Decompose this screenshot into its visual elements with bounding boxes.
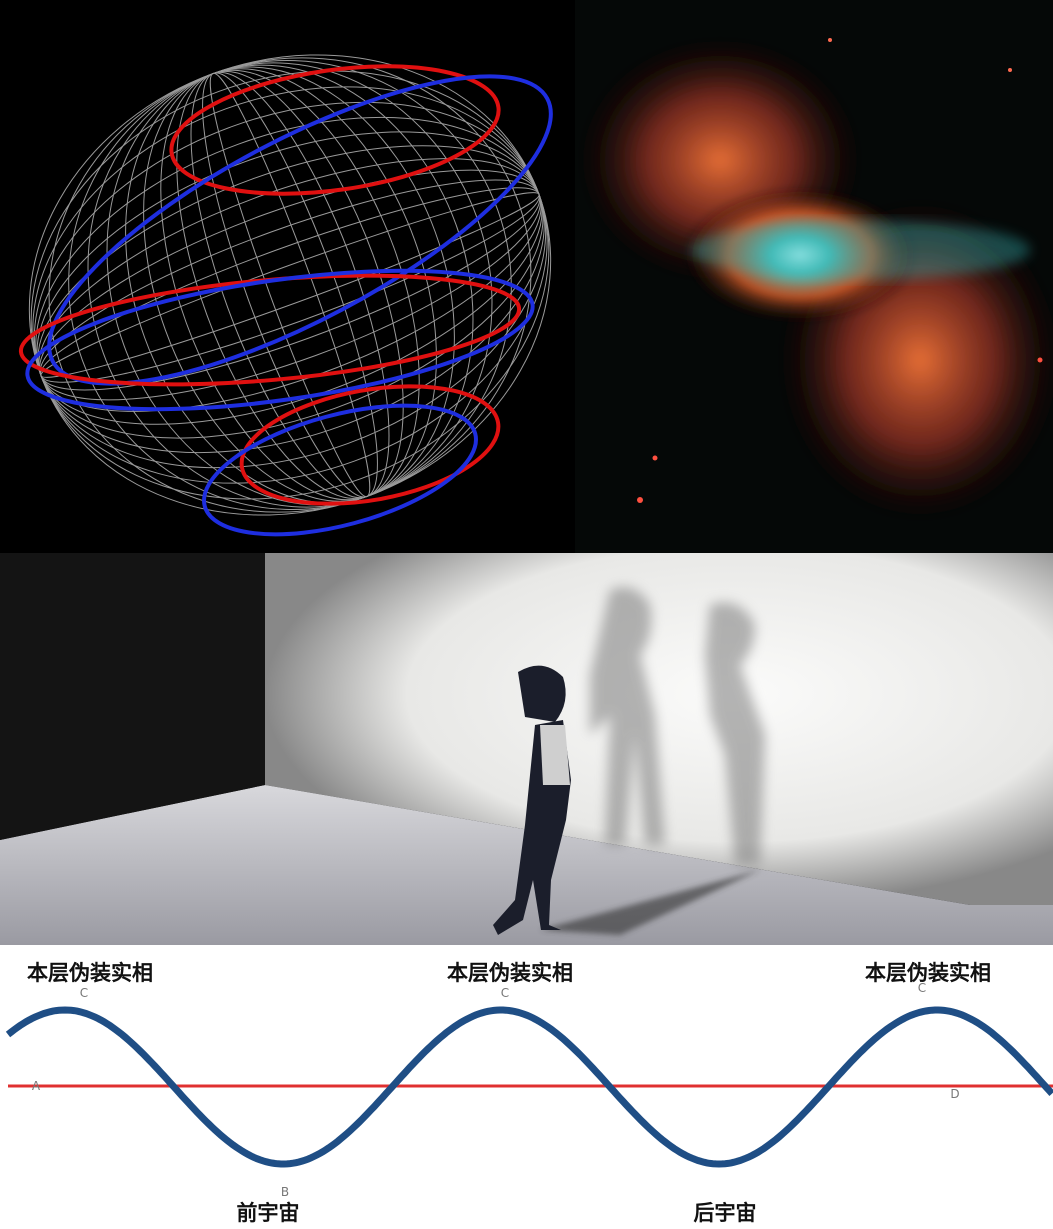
point-letter: A: [32, 1079, 41, 1093]
wire-line: [30, 70, 550, 500]
point-letter: D: [950, 1087, 959, 1101]
point-letter: C: [918, 981, 926, 995]
wire-line: [48, 57, 532, 513]
point-letter: C: [501, 986, 509, 1000]
trough-label: 前宇宙: [237, 1201, 300, 1225]
point-letter: B: [281, 1185, 289, 1199]
point-letter: C: [80, 986, 88, 1000]
wave-diagram: 本层伪装实相 本层伪装实相 本层伪装实相 前宇宙 后宇宙 C C C A B D: [0, 945, 1053, 1229]
sine-wave: [5, 1006, 1053, 1168]
torus-panel: [0, 0, 575, 553]
peak-label: 本层伪装实相: [447, 961, 573, 985]
trough-label: 后宇宙: [694, 1201, 757, 1225]
nebula-panel: [570, 0, 1053, 553]
shadow-photo: [0, 553, 1053, 945]
peak-label: 本层伪装实相: [865, 961, 991, 985]
peak-label: 本层伪装实相: [27, 961, 153, 985]
